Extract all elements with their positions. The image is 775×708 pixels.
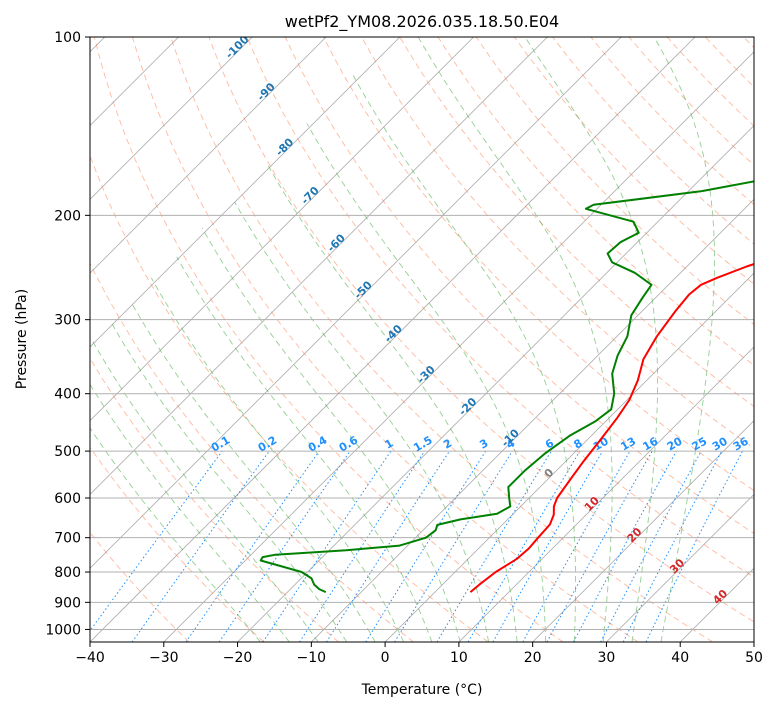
x-tick-label: 10 bbox=[450, 650, 468, 666]
dry-adiabat-line bbox=[246, 37, 754, 578]
x-tick-label: −20 bbox=[223, 650, 253, 666]
y-tick-label: 1000 bbox=[45, 622, 81, 638]
y-tick-label: 900 bbox=[54, 595, 81, 611]
moist-adiabat-line bbox=[351, 72, 577, 642]
mixing-ratio-line bbox=[365, 450, 487, 642]
moist-adiabat-line bbox=[524, 37, 659, 642]
mixing-ratio-line bbox=[546, 450, 653, 642]
isotherm-line bbox=[90, 37, 548, 496]
dry-adiabat-line bbox=[170, 37, 713, 642]
isotherm-line bbox=[90, 37, 327, 274]
pressure-gridlines bbox=[90, 37, 754, 630]
isotherm-line bbox=[606, 493, 754, 642]
x-axis-label: Temperature (°C) bbox=[361, 682, 483, 698]
temperature-profile bbox=[469, 263, 754, 593]
dry-adiabat-line bbox=[437, 37, 754, 366]
y-axis-ticks: 100 200 300 400 500 600 700 800 900 1000 bbox=[45, 30, 90, 638]
x-axis-ticks: −40 −30 −20 −10 0 10 20 30 40 50 bbox=[75, 642, 763, 666]
x-tick-label: −30 bbox=[149, 650, 179, 666]
dry-adiabat-line bbox=[552, 37, 754, 245]
x-tick-label: 0 bbox=[381, 650, 390, 666]
mixing-ratio-line bbox=[90, 450, 223, 632]
dry-adiabat-line bbox=[361, 37, 754, 449]
isotherm-line bbox=[458, 346, 754, 642]
y-tick-label: 800 bbox=[54, 565, 81, 581]
dry-adiabat-line bbox=[284, 37, 754, 535]
moist-adiabat-line bbox=[111, 323, 348, 642]
moist-adiabat-line bbox=[267, 165, 518, 642]
isotherm-line bbox=[384, 272, 754, 642]
isotherm-line bbox=[90, 37, 401, 348]
x-tick-label: 20 bbox=[524, 650, 542, 666]
dry-adiabat-line bbox=[132, 37, 639, 642]
isotherm-line bbox=[532, 420, 754, 642]
dry-adiabat-line bbox=[514, 37, 754, 285]
isotherm-line bbox=[90, 37, 253, 200]
x-tick-label: 50 bbox=[745, 650, 763, 666]
moist-adiabat-line bbox=[417, 37, 613, 642]
mixing-ratio-line bbox=[131, 450, 270, 642]
y-tick-label: 200 bbox=[54, 208, 81, 224]
dry-adiabat-line bbox=[323, 37, 754, 492]
mixing-ratio-line bbox=[573, 450, 677, 642]
plot-frame bbox=[89, 36, 755, 643]
y-tick-label: 700 bbox=[54, 531, 81, 547]
isotherm-line bbox=[90, 37, 474, 422]
y-tick-label: 300 bbox=[54, 313, 81, 329]
x-tick-label: −40 bbox=[75, 650, 105, 666]
moist-adiabat-line bbox=[150, 277, 405, 642]
profile-lines bbox=[259, 180, 754, 594]
moist-adiabat-line bbox=[91, 340, 319, 642]
y-axis-label: Pressure (hPa) bbox=[14, 289, 30, 389]
dry-adiabat-line bbox=[93, 37, 564, 642]
isotherm-line bbox=[237, 124, 754, 642]
mixing-ratio-line bbox=[218, 450, 351, 642]
y-tick-label: 100 bbox=[54, 30, 81, 46]
mixing-ratio-line bbox=[467, 450, 581, 642]
dry-adiabat-line bbox=[399, 37, 754, 407]
moist-adiabat-line bbox=[201, 227, 461, 642]
y-tick-label: 500 bbox=[54, 444, 81, 460]
x-tick-label: 30 bbox=[598, 650, 616, 666]
mixing-ratio-line bbox=[492, 450, 604, 642]
mixing-ratio-line bbox=[185, 450, 320, 642]
isotherm-line bbox=[90, 37, 622, 569]
y-tick-label: 600 bbox=[54, 491, 81, 507]
mixing-ratio-line bbox=[436, 450, 552, 642]
moist-adiabat-line bbox=[130, 301, 376, 642]
moist-adiabat-line bbox=[653, 37, 715, 642]
dewpoint-profile bbox=[259, 180, 754, 594]
isotherm-line bbox=[163, 51, 754, 642]
mixing-ratio-line bbox=[522, 450, 631, 642]
moist-adiabat-line bbox=[176, 256, 433, 642]
moist-adiabat-line bbox=[306, 123, 547, 642]
mixing-ratio-line bbox=[394, 450, 513, 642]
y-tick-label: 400 bbox=[54, 387, 81, 403]
isotherm-line bbox=[90, 37, 696, 642]
chart-title: wetPf2_YM08.2026.035.18.50.E04 bbox=[285, 12, 559, 32]
moist-adiabat-line bbox=[90, 427, 261, 642]
moist-adiabat-line bbox=[234, 201, 490, 642]
x-tick-label: 40 bbox=[671, 650, 689, 666]
dry-adiabat-line bbox=[628, 37, 754, 166]
x-tick-label: −10 bbox=[297, 650, 327, 666]
dry-adiabat-line bbox=[208, 37, 754, 623]
dry-adiabat-line bbox=[90, 446, 265, 642]
dry-adiabat-line bbox=[90, 262, 414, 642]
